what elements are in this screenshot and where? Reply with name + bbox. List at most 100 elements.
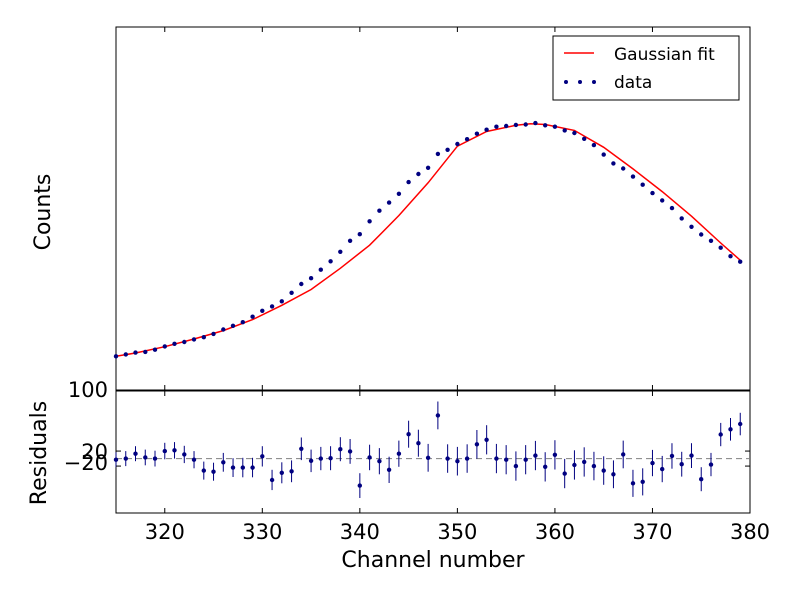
data-point	[425, 165, 431, 170]
residual-point	[445, 456, 450, 461]
residual-point	[299, 446, 304, 451]
data-point	[630, 174, 636, 179]
data-point	[201, 335, 206, 340]
data-point	[650, 190, 655, 196]
residual-point	[689, 453, 694, 458]
residual-point	[738, 421, 743, 427]
residual-point	[338, 447, 343, 452]
data-point	[211, 331, 216, 337]
x-tick-label: 340	[340, 520, 380, 544]
data-point	[669, 205, 675, 211]
residual-point	[611, 472, 616, 477]
data-point	[464, 137, 470, 142]
data-point	[679, 216, 684, 221]
residual-point	[718, 432, 723, 437]
data-point	[474, 131, 480, 136]
data-point	[591, 142, 597, 148]
data-point	[377, 208, 382, 213]
data-point	[318, 267, 323, 272]
top-data-points	[113, 120, 743, 359]
data-point	[357, 232, 362, 237]
legend: Gaussian fit data	[552, 35, 740, 101]
residual-points	[113, 401, 743, 498]
data-point	[347, 238, 353, 243]
residual-point	[582, 459, 587, 465]
residual-point	[699, 477, 704, 482]
data-point	[182, 339, 187, 345]
residual-y-axis-label: Residuals	[27, 401, 52, 505]
data-point	[221, 327, 226, 332]
residual-point	[162, 448, 167, 454]
data-point	[572, 130, 577, 136]
legend-data-dot	[578, 80, 582, 84]
data-point	[162, 344, 167, 349]
data-point	[523, 122, 528, 127]
data-point	[484, 127, 489, 132]
legend-data-dot	[592, 80, 596, 84]
x-tick-label: 370	[632, 520, 672, 544]
data-point	[601, 152, 606, 157]
residual-point	[728, 427, 733, 432]
residual-point	[328, 456, 333, 461]
residual-panel: 20 −20 320 330 340 350 360 370 380 Residuals C…	[27, 390, 770, 573]
data-point	[230, 323, 236, 328]
residual-point	[562, 471, 567, 476]
residual-plot-frame	[115, 390, 751, 514]
residual-point	[660, 466, 665, 472]
data-point	[338, 249, 343, 254]
residual-point	[601, 468, 606, 473]
data-point	[123, 352, 128, 357]
top-panel: 100 Counts Gaussian fit data	[31, 26, 751, 402]
residual-point	[640, 479, 645, 484]
top-y-axis-label: Counts	[31, 174, 56, 251]
data-point	[513, 122, 519, 128]
residual-point	[552, 452, 558, 457]
data-point	[689, 224, 694, 229]
data-point	[386, 200, 392, 205]
data-point	[738, 259, 743, 264]
residual-point	[621, 452, 626, 457]
data-point	[406, 179, 411, 185]
residual-point	[357, 483, 362, 488]
residual-point	[455, 459, 460, 464]
data-point	[660, 198, 665, 203]
legend-data-dot	[564, 80, 568, 84]
data-point	[621, 166, 626, 171]
residual-point	[396, 451, 402, 456]
data-point	[250, 314, 255, 319]
residual-point	[630, 481, 636, 486]
x-tick-label: 330	[242, 520, 282, 544]
legend-box	[552, 35, 740, 101]
data-point	[367, 219, 372, 224]
residual-point	[221, 460, 226, 465]
x-axis-label: Channel number	[341, 548, 525, 573]
data-point	[728, 254, 733, 259]
legend-fit-label: Gaussian fit	[614, 45, 715, 65]
data-point	[582, 136, 587, 141]
x-tick-labels: 320 330 340 350 360 370 380	[145, 520, 770, 544]
residual-point	[123, 456, 128, 461]
residual-point	[113, 457, 119, 462]
residual-point	[464, 456, 470, 461]
data-point	[152, 347, 158, 352]
data-point	[396, 191, 402, 196]
data-point	[289, 290, 294, 295]
residual-point	[504, 457, 509, 462]
data-point	[718, 245, 723, 250]
top-y-tick-label: 100	[68, 378, 108, 402]
residual-point	[572, 462, 577, 468]
gaussian-fit-line	[115, 123, 741, 358]
data-point	[708, 238, 714, 243]
residual-point	[679, 462, 684, 467]
residual-point	[279, 470, 284, 475]
residual-y-tick-label-upper: 20	[81, 440, 108, 464]
residual-point	[367, 455, 372, 460]
residual-point	[182, 452, 187, 457]
residual-point	[289, 469, 294, 474]
residual-point	[201, 468, 206, 473]
data-point	[279, 299, 284, 304]
residual-axis-ticks	[116, 391, 751, 513]
residual-point	[669, 453, 675, 459]
